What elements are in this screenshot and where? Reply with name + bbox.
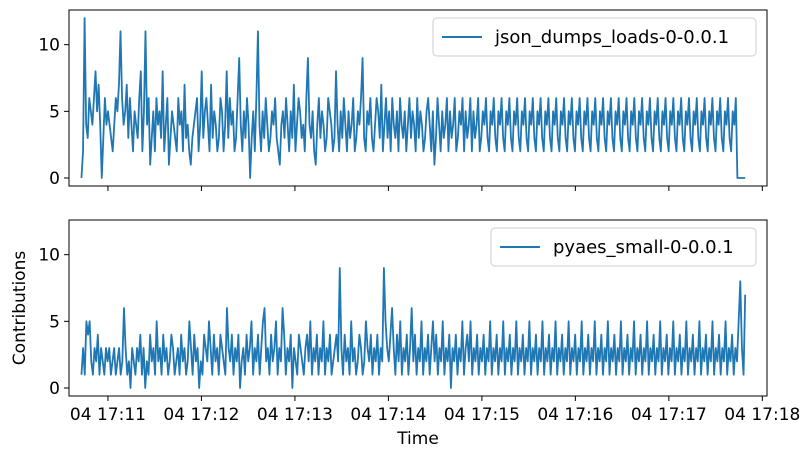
legend: pyaes_small-0-0.0.1 bbox=[490, 227, 757, 267]
legend-label: json_dumps_loads-0-0.0.1 bbox=[494, 27, 729, 48]
x-tick-label: 04 17:14 bbox=[350, 405, 426, 425]
legend-box bbox=[432, 17, 757, 57]
x-tick-label: 04 17:16 bbox=[537, 405, 613, 425]
series-line-pyaes-small bbox=[80, 267, 747, 389]
x-tick-label: 04 17:15 bbox=[444, 405, 520, 425]
legend-box bbox=[490, 227, 757, 267]
x-tick-label: 04 17:11 bbox=[70, 405, 146, 425]
y-tick-label: 5 bbox=[49, 102, 60, 122]
y-tick-label: 10 bbox=[38, 246, 60, 266]
legend-label: pyaes_small-0-0.0.1 bbox=[553, 237, 734, 258]
y-tick-label: 5 bbox=[49, 312, 60, 332]
y-tick-label: 0 bbox=[49, 169, 60, 189]
x-axis-label: Time bbox=[396, 429, 439, 449]
plot-frame bbox=[68, 219, 768, 397]
y-tick-label: 0 bbox=[49, 379, 60, 399]
x-tick-label: 04 17:18 bbox=[724, 405, 800, 425]
x-tick-label: 04 17:17 bbox=[631, 405, 707, 425]
y-axis-label: Contributions bbox=[10, 251, 30, 366]
x-tick-label: 04 17:13 bbox=[257, 405, 333, 425]
y-tick-label: 10 bbox=[38, 36, 60, 56]
x-tick-label: 04 17:12 bbox=[163, 405, 239, 425]
top-plot-panel: 0 5 10 json_dumps_loads-0-0.0.1 bbox=[38, 9, 768, 191]
plot-frame bbox=[68, 9, 768, 187]
bottom-plot-panel: 0 5 10 04 17:11 04 17:12 04 17:13 04 17:14 04 … bbox=[38, 219, 800, 425]
series-line-json-dumps-loads bbox=[80, 17, 746, 179]
legend: json_dumps_loads-0-0.0.1 bbox=[432, 17, 757, 57]
